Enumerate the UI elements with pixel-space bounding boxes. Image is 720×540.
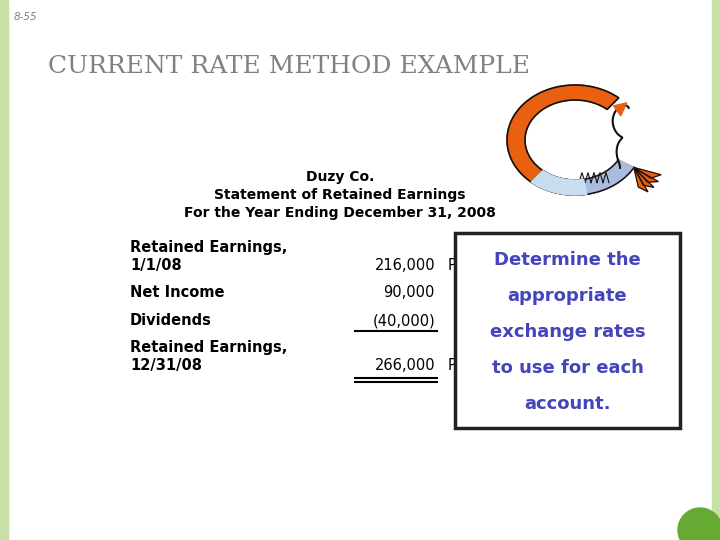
Bar (712, 0, 720, 540)
Text: 216,000: 216,000 (374, 258, 435, 273)
Text: For the Year Ending December 31, 2008: For the Year Ending December 31, 2008 (184, 206, 496, 220)
FancyBboxPatch shape (455, 233, 680, 428)
Text: account.: account. (524, 395, 611, 413)
Text: 8-55: 8-55 (14, 12, 37, 22)
Polygon shape (634, 167, 658, 182)
Polygon shape (613, 103, 626, 116)
Text: Dividends: Dividends (130, 313, 212, 328)
Polygon shape (507, 85, 634, 195)
Text: to use for each: to use for each (492, 359, 644, 377)
Text: CURRENT RATE METHOD EXAMPLE: CURRENT RATE METHOD EXAMPLE (48, 55, 530, 78)
Text: 266,000: 266,000 (374, 358, 435, 373)
Circle shape (678, 508, 720, 540)
Text: appropriate: appropriate (508, 287, 627, 305)
Text: 90,000: 90,000 (384, 285, 435, 300)
Text: Retained Earnings,: Retained Earnings, (130, 340, 287, 355)
Text: (40,000): (40,000) (372, 313, 435, 328)
Bar (0, 0, 8, 540)
Text: 1/1/08: 1/1/08 (130, 258, 181, 273)
Text: exchange rates: exchange rates (490, 323, 645, 341)
Polygon shape (634, 167, 648, 192)
Text: Determine the: Determine the (494, 251, 641, 269)
Polygon shape (634, 167, 654, 187)
Text: PT: PT (448, 358, 466, 373)
Text: 12/31/08: 12/31/08 (130, 358, 202, 373)
Text: Duzy Co.: Duzy Co. (306, 170, 374, 184)
Polygon shape (531, 171, 587, 195)
Polygon shape (531, 160, 634, 195)
Text: PT: PT (448, 258, 466, 273)
Text: Retained Earnings,: Retained Earnings, (130, 240, 287, 255)
Text: Statement of Retained Earnings: Statement of Retained Earnings (215, 188, 466, 202)
Text: Net Income: Net Income (130, 285, 225, 300)
Polygon shape (634, 167, 661, 178)
